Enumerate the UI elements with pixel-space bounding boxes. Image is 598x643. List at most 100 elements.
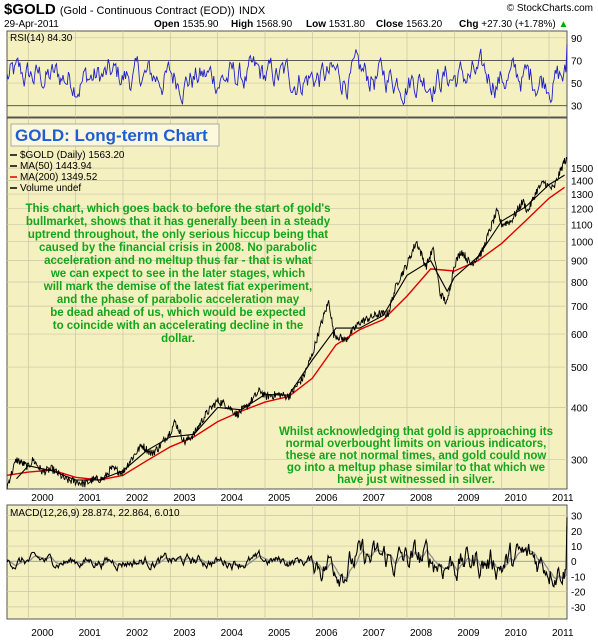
year-label: 2004 — [221, 493, 244, 504]
legend-entry: MA(50) 1443.94 — [20, 161, 92, 172]
macd-tick: 30 — [571, 512, 583, 523]
year-label: 2011 — [552, 493, 574, 504]
macd-tick: 20 — [571, 527, 583, 538]
price-tick: 800 — [571, 278, 588, 289]
close-quote: Close 1563.20 — [376, 19, 443, 30]
year-label: 2005 — [268, 628, 291, 639]
year-label: 2005 — [268, 493, 291, 504]
axis-ticks: 90 70 50 30 1500 1400 1300 1200 1100 1000 900 800 70… — [571, 34, 594, 614]
rsi-tick: 50 — [571, 79, 583, 90]
annotation-line: uptrend throughout, the only serious hic… — [28, 229, 328, 241]
annotation-line: Whilst acknowledging that gold is approa… — [279, 426, 553, 438]
exchange: INDX — [238, 5, 266, 17]
rsi-layer — [6, 44, 568, 106]
year-label: 2003 — [173, 493, 196, 504]
year-label: 2001 — [79, 493, 102, 504]
symbol: $GOLD — [4, 1, 56, 18]
price-tick: 1000 — [571, 238, 594, 249]
year-label: 2007 — [363, 493, 386, 504]
price-tick: 900 — [571, 257, 588, 268]
legend-entry: Volume undef — [20, 183, 81, 194]
annotation-line: dollar. — [161, 333, 195, 345]
year-label: 2003 — [173, 628, 196, 639]
annotation-line: these are not normal times, and gold cou… — [286, 450, 547, 462]
macd-tick: 0 — [571, 557, 577, 568]
price-tick: 1400 — [571, 177, 594, 188]
year-label: 2008 — [410, 628, 433, 639]
price-layer — [6, 156, 568, 490]
year-label: 2006 — [315, 493, 338, 504]
annotation-line: to coincide with an accelerating decline… — [53, 320, 304, 332]
price-tick: 1500 — [571, 164, 594, 175]
price-panel — [6, 117, 568, 490]
macd-label: MACD(12,26,9) 28.874, 22.864, 6.010 — [10, 508, 180, 519]
annotation-line: caused by the financial crisis in 2008. … — [39, 242, 318, 254]
annotation-main: This chart, which goes back to before th… — [26, 203, 331, 345]
price-tick: 500 — [571, 363, 588, 374]
year-label: 2000 — [31, 493, 54, 504]
macd-tick: -10 — [571, 572, 586, 583]
annotation-line: and the phase of parabolic acceleration … — [57, 294, 300, 306]
macd-tick: -20 — [571, 588, 586, 599]
symbol-description: (Gold - Continuous Contract (EOD)) — [59, 5, 235, 17]
rsi-panel — [6, 30, 568, 118]
quote-date: 29-Apr-2011 — [4, 19, 59, 30]
year-label: 2002 — [126, 628, 149, 639]
open-quote: Open 1535.90 — [154, 19, 219, 30]
year-label: 2010 — [505, 628, 528, 639]
year-label: 2004 — [221, 628, 244, 639]
year-label: 2008 — [410, 493, 433, 504]
annotation-line: bullmarket, shows that it has generally … — [26, 216, 331, 228]
year-label: 2011 — [552, 628, 574, 639]
year-label: 2010 — [505, 493, 528, 504]
rsi-tick: 70 — [571, 56, 583, 67]
quote-bar: 29-Apr-2011 Open 1535.90 High 1568.90 Lo… — [4, 19, 594, 30]
x-axis-bottom: 2000 2001 2002 2003 2004 2005 2006 2007 2008 2009… — [31, 628, 574, 639]
year-label: 2000 — [31, 628, 54, 639]
annotation-secondary: Whilst acknowledging that gold is approa… — [279, 426, 553, 486]
title-box — [10, 123, 220, 147]
macd-tick: 10 — [571, 542, 583, 553]
rsi-label: RSI(14) 84.30 — [10, 33, 73, 44]
macd-line — [6, 517, 568, 588]
year-label: 2009 — [457, 628, 480, 639]
up-arrow-icon: ▲ — [558, 19, 569, 30]
annotation-line: we can expect to see in the later stages… — [50, 268, 305, 280]
price-tick: 1300 — [571, 190, 594, 201]
price-tick: 700 — [571, 302, 588, 313]
price-tick: 400 — [571, 403, 588, 414]
rsi-tick: 90 — [571, 34, 583, 45]
price-tick: 300 — [571, 456, 588, 467]
macd-layer — [6, 517, 568, 588]
annotation-line: go into a meltup phase similar to that w… — [287, 462, 545, 474]
year-label: 2002 — [126, 493, 149, 504]
year-label: 2007 — [363, 628, 386, 639]
chart-title: GOLD: Long-term Chart — [15, 126, 208, 145]
annotation-line: be dead ahead of us, which would be expe… — [50, 307, 306, 319]
annotation-line: will mark the demise of the latest fiat … — [43, 281, 312, 293]
macd-tick: -30 — [571, 603, 586, 614]
year-label: 2009 — [457, 493, 480, 504]
annotation-line: This chart, which goes back to before th… — [26, 203, 331, 215]
change-quote: Chg +27.30 (+1.78%) ▲ — [459, 19, 569, 30]
year-label: 2006 — [315, 628, 338, 639]
year-label: 2001 — [79, 628, 102, 639]
annotation-line: have just witnessed in silver. — [337, 474, 495, 486]
price-tick: 1200 — [571, 205, 594, 216]
x-axis-middle: 2000 2001 2002 2003 2004 2005 2006 2007 2008 2009… — [31, 493, 574, 504]
symbol-title: $GOLD (Gold - Continuous Contract (EOD))… — [4, 1, 265, 18]
rsi-line — [6, 44, 568, 106]
ma50-line — [16, 174, 565, 481]
price-line — [6, 156, 568, 490]
annotation-line: acceleration and no meltup thus far - th… — [44, 255, 312, 267]
annotation-line: normal overbought limits on various indi… — [286, 438, 547, 450]
rsi-tick: 30 — [571, 102, 583, 113]
high-quote: High 1568.90 — [231, 19, 293, 30]
legend-entry: $GOLD (Daily) 1563.20 — [20, 150, 125, 161]
watermark: © StockCharts.com — [506, 3, 593, 14]
price-tick: 600 — [571, 330, 588, 341]
legend-entry: MA(200) 1349.52 — [20, 172, 98, 183]
